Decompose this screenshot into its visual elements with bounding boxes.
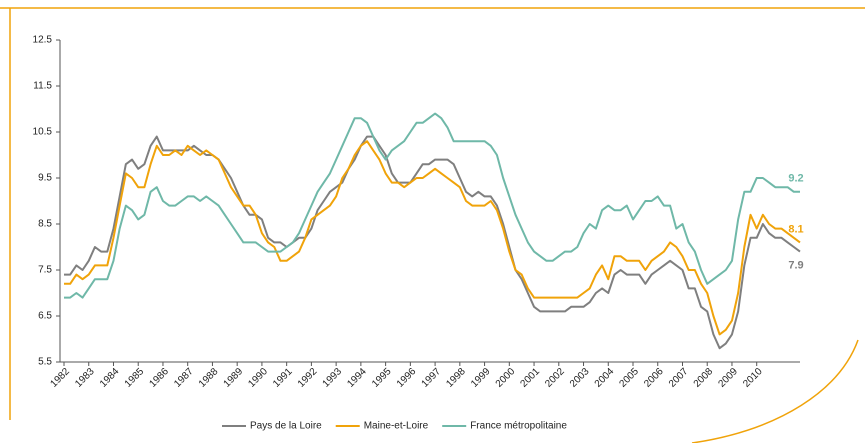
y-tick-label: 7.5 [38, 265, 52, 276]
x-tick-label: 1990 [246, 366, 270, 390]
x-tick-label: 1984 [98, 366, 122, 390]
x-tick-label: 1986 [147, 366, 171, 390]
x-tick-label: 2004 [593, 366, 617, 390]
x-tick-label: 1993 [321, 366, 345, 390]
x-tick-label: 2002 [543, 366, 567, 390]
x-tick-label: 2006 [642, 366, 666, 390]
series-line [64, 135, 801, 350]
frame [0, 7, 865, 443]
y-tick-label: 8.5 [38, 219, 52, 230]
x-tick-label: 1983 [73, 366, 97, 390]
y-tick-label: 11.5 [33, 81, 52, 92]
legend-label: France métropolitaine [470, 421, 567, 432]
series-line [64, 140, 801, 336]
x-tick-label: 1991 [271, 366, 295, 390]
x-tick-label: 2010 [741, 366, 765, 390]
x-tick-label: 2009 [716, 366, 740, 390]
x-tick-label: 1994 [345, 366, 369, 390]
x-tick-label: 1985 [123, 366, 147, 390]
x-tick-label: 1989 [222, 366, 246, 390]
x-tick-label: 1998 [444, 366, 468, 390]
y-tick-label: 10.5 [33, 127, 53, 138]
x-tick-label: 1997 [420, 366, 444, 390]
x-tick-label: 2008 [692, 366, 716, 390]
series-line [64, 112, 800, 299]
y-tick-label: 9.5 [38, 173, 52, 184]
x-tick-label: 2005 [617, 366, 641, 390]
end-label: 7.9 [788, 260, 803, 272]
x-tick-label: 1988 [197, 366, 221, 390]
y-tick-label: 6.5 [38, 311, 52, 322]
legend-label: Maine-et-Loire [364, 421, 429, 432]
end-label: 9.2 [788, 173, 803, 185]
x-tick-label: 1987 [172, 366, 196, 390]
x-tick-label: 2001 [519, 366, 543, 390]
legend-label: Pays de la Loire [250, 421, 322, 432]
x-tick-label: 2003 [568, 366, 592, 390]
x-tick-label: 1992 [296, 366, 320, 390]
x-tick-label: 2000 [494, 366, 518, 390]
x-tick-label: 1996 [395, 366, 419, 390]
end-label: 8.1 [788, 223, 803, 235]
y-tick-label: 12.5 [33, 35, 53, 46]
x-tick-label: 2007 [667, 366, 691, 390]
x-tick-label: 1982 [48, 366, 72, 390]
x-tick-label: 1995 [370, 366, 394, 390]
x-tick-label: 1999 [469, 366, 493, 390]
y-tick-label: 5.5 [38, 357, 52, 368]
